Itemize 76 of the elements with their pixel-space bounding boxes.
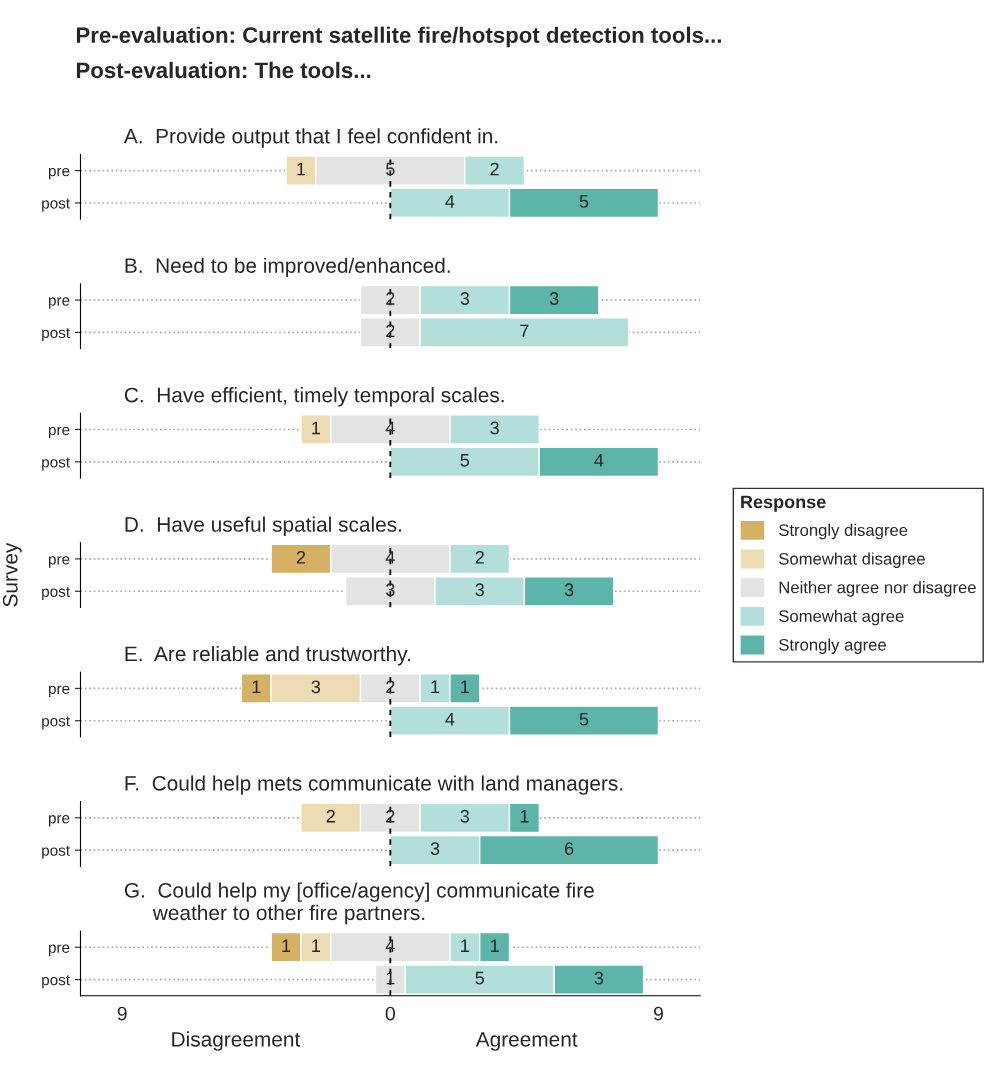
y-tick-label: pre xyxy=(48,685,70,698)
data-label: 1 xyxy=(520,810,529,823)
data-label: 4 xyxy=(385,939,395,952)
y-tick-label: pre xyxy=(48,815,70,827)
y-tick-label: post xyxy=(42,328,70,342)
chart-subtitle: E. Are reliable and trustworthy. xyxy=(125,645,410,666)
chart-subtitle: D. Have useful spatial scales. xyxy=(125,516,402,536)
chart-subtitle: G. Could help my [office/agency] communicate fire weather to other fire partners. xyxy=(124,882,594,925)
data-label: 2 xyxy=(386,680,395,694)
data-label: 4 xyxy=(445,195,455,208)
legend-label: Strongly agree xyxy=(779,638,886,654)
data-label: 3 xyxy=(386,583,395,597)
legend-label: Somewhat disagree xyxy=(779,552,925,568)
data-label: 2 xyxy=(386,324,395,338)
data-label: 1 xyxy=(461,680,469,694)
y-tick-label: post xyxy=(42,586,70,600)
y-tick-label: pre xyxy=(48,556,70,568)
chart-subtitle: C. Have efficient, timely temporal scales. xyxy=(124,387,504,407)
y-tick-label: pre xyxy=(48,297,70,309)
x-tick-label: 0 xyxy=(385,1006,395,1021)
data-label: 1 xyxy=(252,680,261,694)
data-label: 1 xyxy=(431,680,440,694)
data-label: 2 xyxy=(326,809,335,823)
data-label: 3 xyxy=(460,292,470,305)
y-tick-label: post xyxy=(42,975,70,989)
data-label: 5 xyxy=(579,712,589,726)
data-label: 2 xyxy=(490,162,499,176)
data-label: 2 xyxy=(386,809,395,823)
data-label: 1 xyxy=(297,162,306,176)
data-label: 2 xyxy=(296,550,306,564)
x-tick-label: 9 xyxy=(117,1006,127,1021)
data-label: 3 xyxy=(311,680,321,694)
data-label: 3 xyxy=(460,809,470,823)
data-label: 3 xyxy=(549,292,559,305)
data-label: 4 xyxy=(385,551,395,564)
chart-subtitle: A. Provide output that I feel confident in. xyxy=(123,128,498,148)
data-label: 4 xyxy=(594,454,604,467)
chart-title: Pre-evaluation: Current satellite fire/hotspot detection tools... Post-evaluation: The tools... xyxy=(76,26,721,79)
y-tick-label: pre xyxy=(48,167,70,180)
data-label: 1 xyxy=(386,971,395,985)
data-label: 6 xyxy=(564,842,574,855)
data-label: 1 xyxy=(312,939,320,952)
data-label: 5 xyxy=(460,454,470,467)
y-tick-label: pre xyxy=(48,944,70,956)
data-label: 5 xyxy=(579,195,589,208)
data-label: 3 xyxy=(594,971,604,985)
data-label: 3 xyxy=(564,583,574,597)
data-label: 3 xyxy=(490,421,499,435)
legend-label: Neither agree nor disagree xyxy=(779,581,976,597)
x-tick-label: 9 xyxy=(653,1006,663,1021)
chart-subtitle: B. Need to be improved/enhanced. xyxy=(125,257,450,278)
legend-title: Response xyxy=(741,495,826,512)
text: Agreement xyxy=(475,1032,578,1051)
y-tick-label: post xyxy=(42,198,70,212)
y-tick-label: post xyxy=(42,716,70,730)
data-label: 4 xyxy=(385,421,395,435)
legend-label: Strongly disagree xyxy=(779,523,908,540)
data-label: 5 xyxy=(386,162,395,176)
data-label: 4 xyxy=(445,712,455,726)
data-label: 3 xyxy=(475,583,484,597)
chart-subtitle: F. Could help mets communicate with land managers. xyxy=(125,775,623,795)
y-tick-label: post xyxy=(42,845,70,859)
y-tick-label: pre xyxy=(48,426,70,439)
y-axis-title: Survey xyxy=(2,542,22,607)
data-label: 1 xyxy=(490,939,499,952)
data-label: 5 xyxy=(475,971,484,985)
text: Disagreement xyxy=(172,1031,301,1051)
data-label: 7 xyxy=(520,324,529,338)
data-label: 1 xyxy=(312,421,320,435)
data-label: 1 xyxy=(461,939,469,952)
data-label: 2 xyxy=(386,292,395,305)
data-label: 2 xyxy=(475,550,484,564)
legend-label: Somewhat agree xyxy=(779,609,904,626)
data-label: 1 xyxy=(282,939,291,952)
data-label: 3 xyxy=(430,842,440,855)
y-tick-label: post xyxy=(42,457,70,471)
